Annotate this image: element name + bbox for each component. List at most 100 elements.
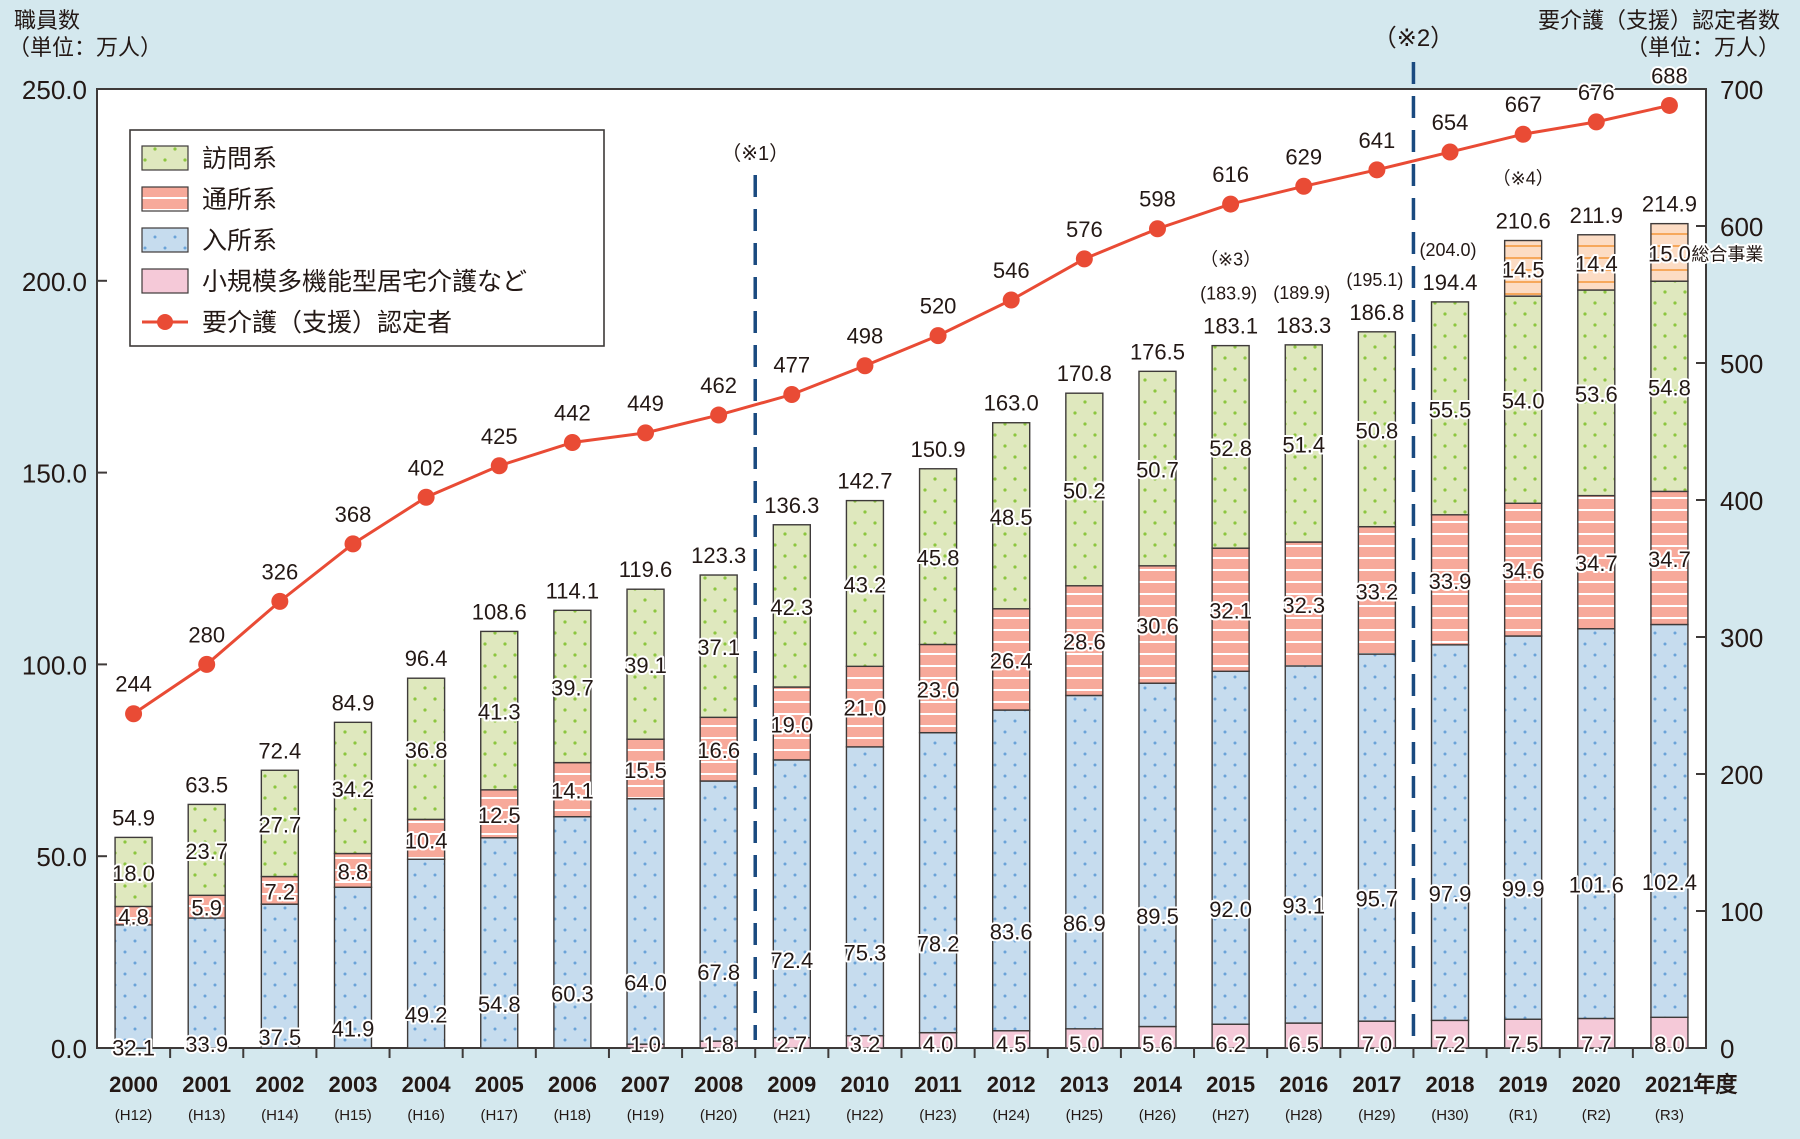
reference-line-label: （※1） bbox=[721, 142, 789, 165]
segment-value-label: 7.5 bbox=[1508, 1032, 1539, 1057]
x-axis-sublabel: (R2) bbox=[1582, 1107, 1611, 1124]
legend-swatch bbox=[141, 227, 189, 253]
segment-value-label: 89.5 bbox=[1136, 904, 1179, 929]
total-value-label: 186.8 bbox=[1349, 300, 1404, 325]
line-point bbox=[1295, 177, 1313, 195]
bar-segment-daycare bbox=[553, 761, 592, 818]
reference-lines: （※1） （※2） bbox=[721, 25, 1454, 1040]
segment-value-label: 60.3 bbox=[551, 981, 594, 1006]
bar-segment-daycare bbox=[406, 818, 446, 860]
x-axis-label: 2018 bbox=[1426, 1072, 1475, 1097]
x-axis-label: 2000 bbox=[109, 1072, 158, 1097]
left-axis-title: 職員数 （単位：万人） bbox=[8, 8, 162, 62]
segment-value-label: 52.8 bbox=[1209, 436, 1252, 461]
bar-segment-residential bbox=[480, 837, 519, 1049]
segment-value-label: 50.8 bbox=[1355, 418, 1398, 443]
bar-segment-residential bbox=[1357, 653, 1397, 1022]
total-paren-label: (195.1) bbox=[1346, 270, 1403, 290]
x-axis-sublabel: (H27) bbox=[1212, 1107, 1250, 1124]
right-axis-tick-label: 200 bbox=[1720, 760, 1763, 790]
bar-segment-residential bbox=[699, 780, 738, 1042]
x-axis-label: 2008 bbox=[694, 1072, 743, 1097]
segment-value-label: 33.9 bbox=[185, 1032, 228, 1057]
total-paren-label: (189.9) bbox=[1273, 283, 1330, 303]
line-point bbox=[271, 592, 289, 610]
bar-segment-residential bbox=[1284, 665, 1323, 1024]
total-value-label: 214.9 bbox=[1642, 192, 1697, 217]
total-value-label: 183.3 bbox=[1276, 313, 1331, 338]
line-value-label: 449 bbox=[627, 391, 664, 416]
total-value-label: 176.5 bbox=[1130, 339, 1185, 364]
bar-segment-daycare bbox=[1284, 541, 1323, 667]
x-axis-label: 2007 bbox=[621, 1072, 670, 1097]
segment-value-label: 92.0 bbox=[1209, 897, 1252, 922]
segment-value-label: 15.0 bbox=[1648, 241, 1691, 266]
segment-value-label: 7.2 bbox=[1435, 1032, 1466, 1057]
segment-value-label: 83.6 bbox=[990, 919, 1033, 944]
total-paren-label: (183.9) bbox=[1200, 284, 1257, 304]
bar-segment-general-program bbox=[1650, 222, 1689, 282]
footnote-marker: （※4） bbox=[1493, 169, 1554, 189]
left-axis-tick-label: 200.0 bbox=[22, 267, 87, 297]
bar-segment-home-visit bbox=[260, 769, 300, 878]
segment-value-label: 34.2 bbox=[332, 777, 375, 802]
segment-value-label: 8.0 bbox=[1654, 1032, 1685, 1057]
line-point bbox=[1587, 113, 1605, 131]
legend-box bbox=[129, 129, 605, 347]
segment-value-label: 6.5 bbox=[1288, 1032, 1319, 1057]
bar-segment-residential bbox=[1430, 644, 1470, 1022]
total-value-label: 210.6 bbox=[1496, 209, 1551, 234]
total-paren-label: (204.0) bbox=[1419, 240, 1476, 260]
bar-segment-residential bbox=[1650, 623, 1689, 1019]
bar-segment-residential bbox=[626, 797, 665, 1045]
line-value-label: 402 bbox=[408, 455, 445, 480]
bar-segment-home-visit bbox=[992, 422, 1031, 610]
x-axis-sublabel: (R1) bbox=[1509, 1107, 1538, 1124]
total-value-label: 123.3 bbox=[691, 543, 746, 568]
segment-value-label: 28.6 bbox=[1063, 630, 1106, 655]
line-point bbox=[1368, 161, 1386, 179]
total-value-label: 72.4 bbox=[258, 738, 301, 763]
segment-value-label: 32.3 bbox=[1282, 593, 1325, 618]
segment-value-label: 26.4 bbox=[990, 648, 1033, 673]
bar-segment-home-visit bbox=[1503, 295, 1543, 504]
segment-value-label: 34.6 bbox=[1502, 559, 1545, 584]
bar-segment-small-multi bbox=[1357, 1020, 1397, 1049]
total-value-label: 163.0 bbox=[984, 391, 1039, 416]
total-value-label: 96.4 bbox=[405, 646, 448, 671]
line-value-label: 326 bbox=[261, 559, 298, 584]
line-value-label: 667 bbox=[1505, 92, 1542, 117]
right-axis-tick-label: 0 bbox=[1720, 1034, 1734, 1064]
x-axis-label: 2002 bbox=[255, 1072, 304, 1097]
segment-value-label: 37.5 bbox=[258, 1025, 301, 1050]
total-value-label: 183.1 bbox=[1203, 314, 1258, 339]
x-axis-sublabel: (R3) bbox=[1655, 1107, 1684, 1124]
x-axis-sublabel: (H17) bbox=[480, 1107, 518, 1124]
bar-segment-daycare bbox=[626, 738, 665, 800]
segment-value-label: 8.8 bbox=[338, 859, 369, 884]
x-axis-label: 2011 bbox=[914, 1072, 962, 1097]
legend-item-label: 通所系 bbox=[202, 186, 277, 214]
segment-value-label: 5.6 bbox=[1142, 1032, 1173, 1057]
segment-value-label: 33.9 bbox=[1429, 569, 1472, 594]
bar-segment-home-visit bbox=[406, 677, 446, 821]
total-value-label: 150.9 bbox=[911, 437, 966, 462]
legend-marker bbox=[157, 314, 173, 330]
segment-value-label: 41.3 bbox=[478, 700, 521, 725]
segment-value-label: 49.2 bbox=[405, 1003, 448, 1028]
bar-segment-home-visit bbox=[187, 803, 226, 897]
total-value-label: 194.4 bbox=[1422, 270, 1477, 295]
x-axis-sublabel: (H29) bbox=[1358, 1107, 1396, 1124]
segment-value-label: 93.1 bbox=[1282, 894, 1325, 919]
line-value-label: 425 bbox=[481, 424, 518, 449]
line-point bbox=[1148, 220, 1166, 238]
segment-value-label: 14.1 bbox=[551, 779, 594, 804]
x-axis-sublabel: (H16) bbox=[407, 1107, 445, 1124]
line-value-label: 676 bbox=[1578, 80, 1615, 105]
line-point bbox=[929, 327, 947, 345]
segment-value-label: 75.3 bbox=[844, 940, 887, 965]
x-axis-sublabel: (H12) bbox=[115, 1107, 153, 1124]
line-value-label: 654 bbox=[1432, 110, 1469, 135]
segment-value-label: 53.6 bbox=[1575, 382, 1618, 407]
line-value-label: 244 bbox=[115, 672, 152, 697]
